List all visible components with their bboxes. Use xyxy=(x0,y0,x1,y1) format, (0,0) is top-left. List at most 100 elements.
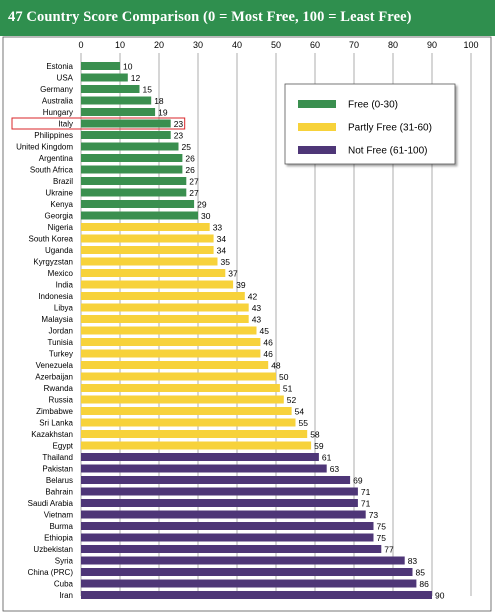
bar-venezuela xyxy=(81,361,269,369)
bar-south-korea xyxy=(81,234,214,243)
highlight-box-italy xyxy=(11,117,186,130)
x-tick-labels: 0 10 20 30 40 50 60 70 80 90 100 xyxy=(78,40,478,50)
value-label-iran: 90 xyxy=(435,591,445,601)
category-label-philippines: Philippines xyxy=(34,131,73,140)
x-tick-label-60: 60 xyxy=(310,40,320,50)
bar-hungary xyxy=(81,108,156,116)
bar-cuba xyxy=(81,579,417,588)
value-label-hungary: 19 xyxy=(158,108,168,118)
value-label-jordan: 45 xyxy=(260,326,270,336)
bar-nigeria xyxy=(81,223,210,231)
bar-germany xyxy=(81,85,140,93)
bar-malaysia xyxy=(81,315,249,323)
value-label-south-korea: 34 xyxy=(217,234,227,244)
legend-label-free: Free (0-30) xyxy=(348,100,398,111)
legend-swatch-partly-free xyxy=(298,123,336,131)
bar-united-kingdom xyxy=(81,142,179,151)
value-label-vietnam: 73 xyxy=(369,510,379,520)
category-label-syria: Syria xyxy=(55,557,74,566)
value-label-usa: 12 xyxy=(131,73,141,83)
bar-china-prc xyxy=(81,568,413,576)
category-label-hungary: Hungary xyxy=(43,108,73,117)
value-label-syria: 83 xyxy=(408,556,418,566)
value-label-china-prc: 85 xyxy=(416,568,426,578)
category-label-saudi-arabia: Saudi Arabia xyxy=(28,499,74,508)
legend-label-not-free: Not Free (61-100) xyxy=(348,146,427,157)
category-label-thailand: Thailand xyxy=(42,453,73,462)
category-label-ukraine: Ukraine xyxy=(45,189,73,198)
x-tick-label-70: 70 xyxy=(349,40,359,50)
value-label-australia: 18 xyxy=(154,96,164,106)
value-label-kyrgyzstan: 35 xyxy=(221,257,231,267)
legend-swatch-free xyxy=(298,100,336,108)
category-label-burma: Burma xyxy=(49,522,73,531)
value-label-estonia: 10 xyxy=(123,62,133,72)
category-label-rwanda: Rwanda xyxy=(44,384,74,393)
category-label-china-prc: China (PRC) xyxy=(28,568,74,577)
x-tick-label-20: 20 xyxy=(154,40,164,50)
category-label-mexico: Mexico xyxy=(48,269,74,278)
bar-india xyxy=(81,280,234,289)
x-tick-label-0: 0 xyxy=(78,40,83,50)
title-bar: 47 Country Score Comparison (0 = Most Fr… xyxy=(0,0,495,36)
value-label-egypt: 59 xyxy=(314,441,324,451)
x-tick-label-90: 90 xyxy=(427,40,437,50)
category-label-bahrain: Bahrain xyxy=(45,488,73,497)
value-label-azerbaijan: 50 xyxy=(279,372,289,382)
bar-russia xyxy=(81,395,284,404)
x-tick-label-80: 80 xyxy=(388,40,398,50)
value-label-ukraine: 27 xyxy=(189,188,199,198)
x-tick-label-30: 30 xyxy=(193,40,203,50)
value-label-venezuela: 48 xyxy=(271,361,281,371)
category-label-kazakhstan: Kazakhstan xyxy=(31,430,73,439)
category-label-jordan: Jordan xyxy=(49,327,73,336)
bar-iran xyxy=(81,591,432,599)
value-label-russia: 52 xyxy=(287,395,297,405)
category-label-italy: Italy xyxy=(58,120,73,129)
category-label-zimbabwe: Zimbabwe xyxy=(36,407,73,416)
category-label-russia: Russia xyxy=(49,396,74,405)
bar-georgia xyxy=(81,211,198,220)
value-label-georgia: 30 xyxy=(201,211,211,221)
bar-chart: 0 10 20 30 40 50 60 70 80 90 100 Estonia USA Germany… xyxy=(2,36,492,612)
bar-saudi-arabia xyxy=(81,499,358,507)
value-label-mexico: 37 xyxy=(228,269,238,279)
bar-belarus xyxy=(81,476,351,484)
category-label-south-korea: South Korea xyxy=(29,235,74,244)
value-label-nigeria: 33 xyxy=(213,223,223,233)
bar-vietnam xyxy=(81,510,366,519)
bars xyxy=(81,62,432,599)
category-label-estonia: Estonia xyxy=(46,62,73,71)
bar-zimbabwe xyxy=(81,407,292,415)
category-label-sri-lanka: Sri Lanka xyxy=(39,419,73,428)
bar-uganda xyxy=(81,246,214,254)
value-label-germany: 15 xyxy=(143,85,153,95)
value-label-bahrain: 71 xyxy=(361,487,371,497)
legend-swatch-not-free xyxy=(298,146,336,154)
category-label-germany: Germany xyxy=(40,85,73,94)
bar-mexico xyxy=(81,269,226,277)
value-label-united-kingdom: 25 xyxy=(182,142,192,152)
bar-pakistan xyxy=(81,464,327,473)
bar-uzbekistan xyxy=(81,545,382,553)
bar-south-africa xyxy=(81,165,183,174)
value-label-burma: 75 xyxy=(377,522,387,532)
bar-thailand xyxy=(81,453,319,461)
value-label-philippines: 23 xyxy=(174,131,184,141)
category-label-india: India xyxy=(56,281,74,290)
value-label-south-africa: 26 xyxy=(185,165,195,175)
category-label-pakistan: Pakistan xyxy=(42,465,73,474)
x-tick-label-10: 10 xyxy=(115,40,125,50)
chart-frame xyxy=(2,36,492,612)
value-label-sri-lanka: 55 xyxy=(299,418,309,428)
legend-label-partly-free: Partly Free (31-60) xyxy=(348,123,432,134)
category-label-united-kingdom: United Kingdom xyxy=(16,143,73,152)
category-label-malaysia: Malaysia xyxy=(41,315,73,324)
category-label-ethiopia: Ethiopia xyxy=(44,534,73,543)
value-label-uganda: 34 xyxy=(217,246,227,256)
bar-sri-lanka xyxy=(81,418,296,427)
bar-ukraine xyxy=(81,188,187,197)
category-label-vietnam: Vietnam xyxy=(44,511,74,520)
value-label-thailand: 61 xyxy=(322,453,332,463)
category-label-uzbekistan: Uzbekistan xyxy=(33,545,73,554)
